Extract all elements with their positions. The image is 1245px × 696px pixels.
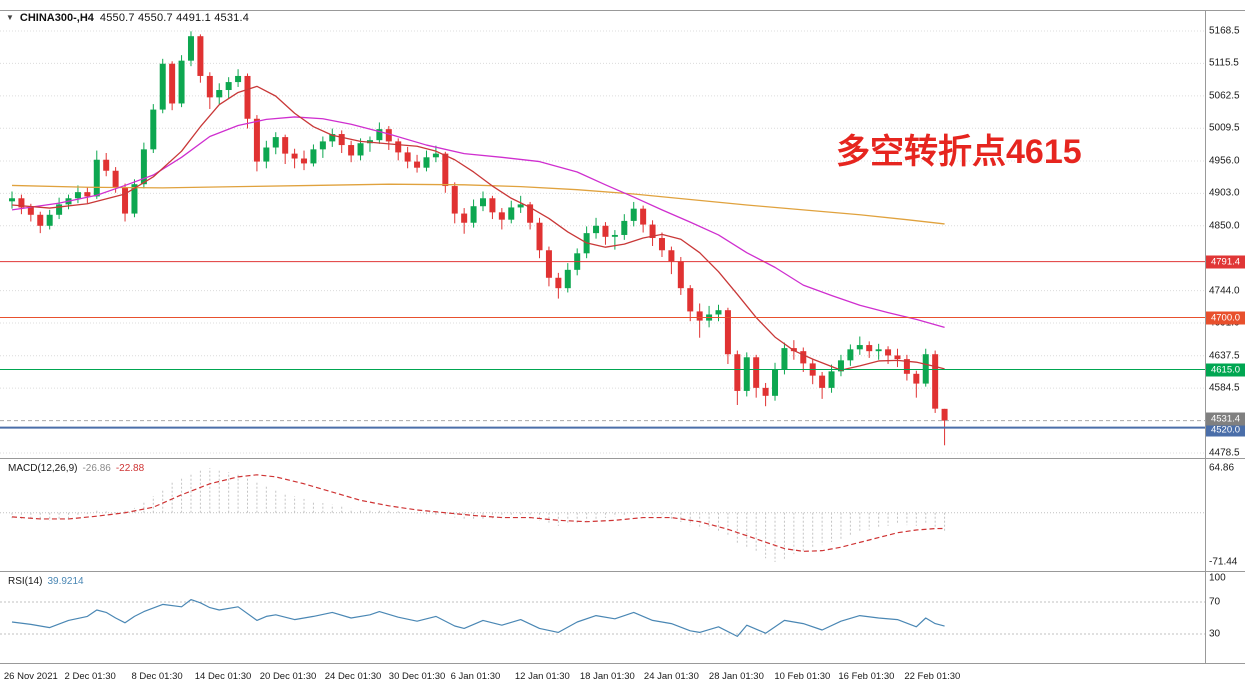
macd-indicator-label: MACD(12,26,9) -26.86 -22.88 bbox=[8, 463, 144, 474]
price-badge-4615.0: 4615.0 bbox=[1206, 363, 1245, 377]
price-badge-4700.0: 4700.0 bbox=[1206, 311, 1245, 325]
price-axis-label: 5009.5 bbox=[1209, 122, 1240, 134]
price-axis-label: 4744.0 bbox=[1209, 285, 1240, 297]
time-axis-label: 6 Jan 01:30 bbox=[450, 671, 501, 682]
rsi-label: RSI(14) bbox=[8, 576, 43, 587]
ohlc-values: 4550.7 4550.7 4491.1 4531.4 bbox=[99, 12, 250, 24]
time-axis-label: 20 Dec 01:30 bbox=[259, 671, 317, 682]
price-axis-label: 4478.5 bbox=[1209, 447, 1240, 459]
rsi-indicator-label: RSI(14) 39.9214 bbox=[8, 576, 84, 587]
price-axis-label: 4956.0 bbox=[1209, 155, 1240, 167]
time-axis-label: 26 Nov 2021 bbox=[3, 671, 58, 682]
time-axis-label: 18 Jan 01:30 bbox=[579, 671, 635, 682]
macd-axis-label: 64.86 bbox=[1209, 462, 1235, 474]
rsi-value: 39.9214 bbox=[47, 576, 84, 587]
price-badge-4791.4: 4791.4 bbox=[1206, 255, 1245, 269]
price-axis-label: 4850.0 bbox=[1209, 220, 1240, 232]
time-axis-label: 16 Feb 01:30 bbox=[838, 671, 895, 682]
chart-header: ▼ CHINA300-,H4 4550.7 4550.7 4491.1 4531… bbox=[6, 12, 249, 24]
rsi-axis-label: 70 bbox=[1209, 596, 1221, 608]
macd-axis-label: -71.44 bbox=[1209, 556, 1238, 568]
symbol-timeframe: CHINA300-,H4 bbox=[19, 12, 94, 24]
rsi-axis-label: 30 bbox=[1209, 628, 1221, 640]
price-axis-label: 4637.5 bbox=[1209, 350, 1240, 362]
time-axis-label: 22 Feb 01:30 bbox=[904, 671, 961, 682]
macd-signal-value: -22.88 bbox=[115, 463, 145, 474]
current-price-badge: 4531.4 bbox=[1206, 412, 1245, 426]
price-axis-label: 4903.0 bbox=[1209, 187, 1240, 199]
macd-main-value: -26.86 bbox=[82, 463, 111, 474]
time-axis-label: 30 Dec 01:30 bbox=[388, 671, 446, 682]
macd-label: MACD(12,26,9) bbox=[8, 463, 78, 474]
chart-annotation: 多空转折点4615 bbox=[836, 133, 1082, 171]
time-axis-label: 10 Feb 01:30 bbox=[774, 671, 831, 682]
time-axis-label: 8 Dec 01:30 bbox=[131, 671, 183, 682]
price-axis-label: 5062.5 bbox=[1209, 90, 1240, 102]
price-badge-4520.0: 4520.0 bbox=[1206, 423, 1245, 437]
price-axis-label: 5115.5 bbox=[1209, 57, 1239, 69]
chevron-down-icon[interactable]: ▼ bbox=[6, 13, 14, 22]
time-axis-label: 2 Dec 01:30 bbox=[64, 671, 116, 682]
rsi-axis-label: 100 bbox=[1209, 572, 1226, 584]
time-axis-label: 24 Dec 01:30 bbox=[324, 671, 382, 682]
price-axis-label: 5168.5 bbox=[1209, 25, 1240, 37]
time-axis-label: 14 Dec 01:30 bbox=[194, 671, 252, 682]
time-axis-label: 24 Jan 01:30 bbox=[643, 671, 699, 682]
time-axis-label: 12 Jan 01:30 bbox=[514, 671, 570, 682]
time-axis-label: 28 Jan 01:30 bbox=[708, 671, 764, 682]
price-axis-label: 4584.5 bbox=[1209, 382, 1240, 394]
